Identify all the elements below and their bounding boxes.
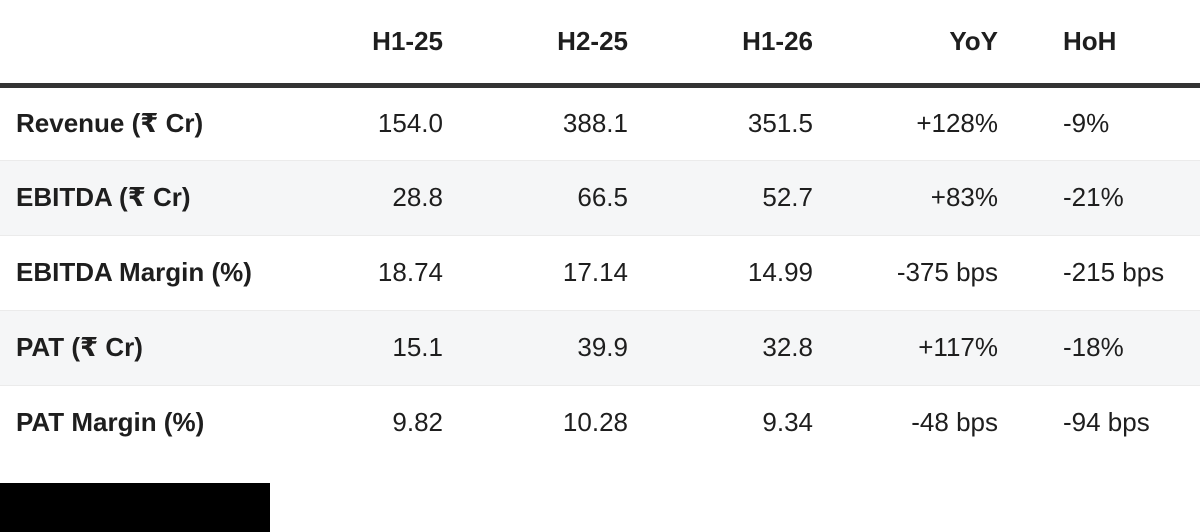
cell-pat-h2-25: 39.9 (443, 310, 628, 386)
cell-pat-margin-h2-25: 10.28 (562, 407, 628, 438)
cell-pat-h1-26: 32.8 (628, 310, 813, 386)
financials-table: H1-25 H2-25 H1-26 YoY HoH Revenue (₹ Cr)… (0, 0, 1200, 460)
cell-ebitda-yoy: +83% (813, 160, 998, 236)
cell-pat-margin-h1-26: 9.34 (762, 407, 813, 438)
row-label-revenue: Revenue (₹ Cr) (0, 85, 258, 161)
column-header-metric (0, 0, 258, 88)
cell-ebitda-margin-hoh: -215 bps (998, 235, 1200, 311)
cell-revenue-h2-25: 388.1 (443, 85, 628, 161)
row-label-ebitda-margin: EBITDA Margin (%) (0, 235, 258, 311)
table-row-ebitda: EBITDA (₹ Cr) 28.8 66.5 52.7 +83% -21% (0, 160, 1200, 236)
cell-ebitda-h1-25: 28.8 (258, 160, 443, 236)
cell-ebitda-margin-yoy: -375 bps (813, 235, 998, 311)
cell-ebitda-h2-25: 66.5 (443, 160, 628, 236)
cell-revenue-h1-26: 351.5 (628, 85, 813, 161)
table-row-pat: PAT (₹ Cr) 15.1 39.9 32.8 +117% -18% (0, 310, 1200, 386)
row-label-pat-margin: PAT Margin (%) (16, 407, 205, 438)
cell-pat-h1-25: 15.1 (258, 310, 443, 386)
column-header-yoy: YoY (813, 0, 998, 88)
column-header-hoh: HoH (998, 0, 1200, 88)
redacted-block (0, 483, 270, 532)
header-row: H1-25 H2-25 H1-26 YoY HoH (0, 0, 1200, 88)
cell-pat-yoy: +117% (813, 310, 998, 386)
column-header-h2-25: H2-25 (443, 0, 628, 88)
column-header-h1-25: H1-25 (258, 0, 443, 88)
table-row-pat-margin: PAT Margin (%) 9.82 10.28 9.34 -48 bps -… (0, 385, 1200, 460)
row-label-ebitda: EBITDA (₹ Cr) (0, 160, 258, 236)
table-row-revenue: Revenue (₹ Cr) 154.0 388.1 351.5 +128% -… (0, 85, 1200, 161)
row-label-pat: PAT (₹ Cr) (0, 310, 258, 386)
cell-revenue-yoy: +128% (813, 85, 998, 161)
cell-pat-hoh: -18% (998, 310, 1200, 386)
cell-pat-margin-yoy: -48 bps (911, 407, 998, 438)
cell-revenue-hoh: -9% (998, 85, 1200, 161)
cell-pat-margin-h1-25: 9.82 (392, 407, 443, 438)
cell-ebitda-margin-h2-25: 17.14 (443, 235, 628, 311)
cell-pat-margin-hoh: -94 bps (1063, 407, 1150, 438)
column-header-h1-26: H1-26 (628, 0, 813, 88)
cell-ebitda-hoh: -21% (998, 160, 1200, 236)
cell-ebitda-h1-26: 52.7 (628, 160, 813, 236)
cell-revenue-h1-25: 154.0 (258, 85, 443, 161)
table-row-ebitda-margin: EBITDA Margin (%) 18.74 17.14 14.99 -375… (0, 235, 1200, 311)
cell-ebitda-margin-h1-26: 14.99 (628, 235, 813, 311)
cell-ebitda-margin-h1-25: 18.74 (258, 235, 443, 311)
